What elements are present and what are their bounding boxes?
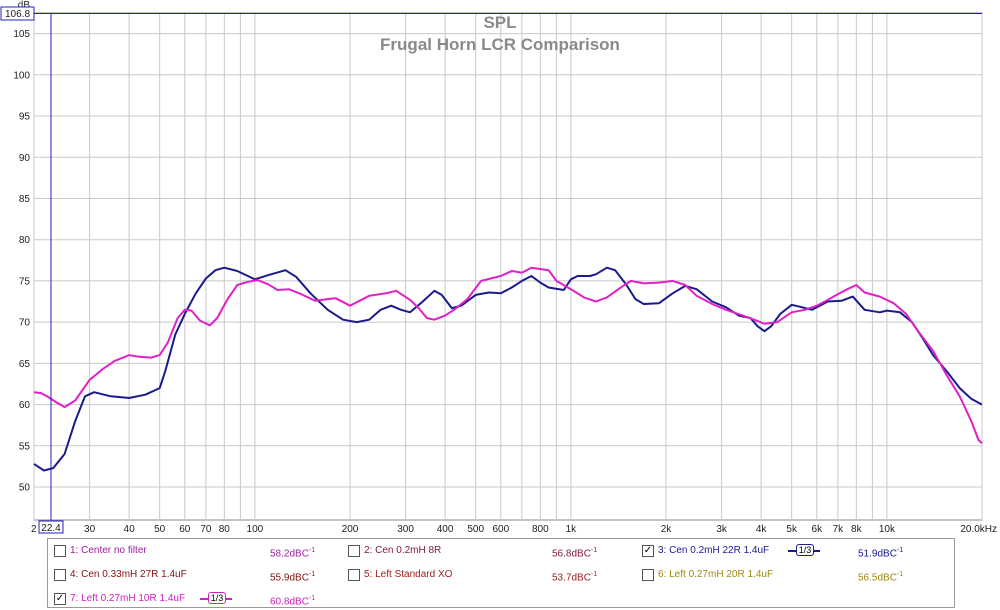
series-lines bbox=[33, 266, 983, 472]
legend-label-6: 6: Left 0.27mH 20R 1.4uF bbox=[658, 569, 774, 580]
y-tick-label: 65 bbox=[19, 359, 31, 370]
x-tick-label: 300 bbox=[397, 524, 414, 535]
x-tick-label: 4k bbox=[756, 524, 768, 535]
x-tick-label: 2 bbox=[31, 524, 37, 535]
spl-chart: 50 55 60 65 70 75 80 85 90 95 100 105 2 30 40 50 60 70 80… bbox=[0, 0, 997, 535]
legend-item-2[interactable]: 2: Cen 0.2mH 8R 56.8dBC-1 bbox=[348, 543, 638, 559]
legend-value-2: 56.8dBC-1 bbox=[552, 547, 598, 560]
x-tick-label: 20.0kHz bbox=[960, 524, 997, 535]
legend-checkbox-2[interactable] bbox=[348, 545, 360, 557]
legend-label-3: 3: Cen 0.2mH 22R 1.4uF bbox=[658, 545, 770, 556]
x-tick-label: 5k bbox=[786, 524, 798, 535]
grid bbox=[33, 13, 983, 520]
legend-item-3[interactable]: ✓ 3: Cen 0.2mH 22R 1.4uF 1/3 51.9dBC-1 bbox=[642, 543, 932, 559]
cursor[interactable]: 106.8 22.4 bbox=[0, 6, 982, 534]
y-tick-label: 100 bbox=[13, 70, 30, 81]
legend-checkbox-4[interactable] bbox=[54, 569, 66, 581]
legend-label-7: 7: Left 0.27mH 10R 1.4uF bbox=[70, 593, 186, 604]
legend-value-1: 58.2dBC-1 bbox=[270, 547, 316, 560]
y-axis-label: dB bbox=[18, 0, 31, 11]
x-tick-label: 800 bbox=[532, 524, 549, 535]
x-tick-label: 80 bbox=[219, 524, 231, 535]
y-tick-label: 75 bbox=[19, 276, 31, 287]
x-tick-label: 70 bbox=[200, 524, 212, 535]
legend-checkbox-5[interactable] bbox=[348, 569, 360, 581]
x-tick-label: 100 bbox=[247, 524, 264, 535]
legend-label-5: 5: Left Standard XO bbox=[364, 569, 453, 580]
legend-label-4: 4: Cen 0.33mH 27R 1.4uF bbox=[70, 569, 187, 580]
legend-checkbox-3[interactable]: ✓ bbox=[642, 545, 654, 557]
x-tick-label: 3k bbox=[716, 524, 728, 535]
x-tick-label: 6k bbox=[812, 524, 824, 535]
x-tick-labels: 2 30 40 50 60 70 80 100 200 300 400 500 600 800 1k 2k 3k… bbox=[31, 524, 997, 535]
legend-checkbox-7[interactable]: ✓ bbox=[54, 593, 66, 605]
legend-item-5[interactable]: 5: Left Standard XO 53.7dBC-1 bbox=[348, 567, 638, 583]
cursor-x-readout: 22.4 bbox=[41, 523, 61, 534]
legend-label-2: 2: Cen 0.2mH 8R bbox=[364, 545, 442, 556]
series-line-2 bbox=[33, 266, 983, 445]
y-tick-label: 55 bbox=[19, 441, 31, 452]
x-tick-label: 50 bbox=[154, 524, 166, 535]
legend-value-6: 56.5dBC-1 bbox=[858, 571, 904, 584]
x-tick-label: 400 bbox=[437, 524, 454, 535]
y-tick-label: 50 bbox=[19, 483, 31, 494]
x-tick-label: 10k bbox=[879, 524, 896, 535]
cursor-x-readout-box bbox=[38, 520, 64, 534]
x-tick-label: 8k bbox=[851, 524, 863, 535]
legend-value-4: 55.9dBC-1 bbox=[270, 571, 316, 584]
series-line-1 bbox=[33, 266, 983, 472]
legend-item-1[interactable]: 1: Center no filter 58.2dBC-1 bbox=[54, 543, 344, 559]
smoothing-indicator-7[interactable]: 1/3 bbox=[200, 592, 232, 604]
y-tick-label: 80 bbox=[19, 235, 31, 246]
y-tick-label: 95 bbox=[19, 112, 31, 123]
legend-value-5: 53.7dBC-1 bbox=[552, 571, 598, 584]
y-tick-label: 90 bbox=[19, 153, 31, 164]
cursor-y-readout-box bbox=[0, 6, 35, 21]
cursor-y-readout: 106.8 bbox=[5, 9, 30, 20]
legend-label-1: 1: Center no filter bbox=[70, 545, 147, 556]
legend-checkbox-1[interactable] bbox=[54, 545, 66, 557]
y-tick-label: 60 bbox=[19, 400, 31, 411]
x-tick-label: 30 bbox=[84, 524, 96, 535]
legend-item-6[interactable]: 6: Left 0.27mH 20R 1.4uF 56.5dBC-1 bbox=[642, 567, 932, 583]
y-tick-label: 105 bbox=[13, 29, 30, 40]
legend-value-3: 51.9dBC-1 bbox=[858, 547, 904, 560]
legend: 1: Center no filter 58.2dBC-1 2: Cen 0.2mH… bbox=[47, 538, 955, 608]
plot-area bbox=[33, 12, 983, 521]
legend-item-7[interactable]: ✓ 7: Left 0.27mH 10R 1.4uF 1/3 60.8dBC-1 bbox=[54, 591, 344, 607]
smoothing-indicator-3[interactable]: 1/3 bbox=[788, 544, 820, 556]
x-tick-label: 1k bbox=[566, 524, 578, 535]
legend-value-7: 60.8dBC-1 bbox=[270, 595, 316, 608]
x-tick-label: 600 bbox=[492, 524, 509, 535]
x-tick-label: 40 bbox=[124, 524, 136, 535]
x-tick-label: 500 bbox=[467, 524, 484, 535]
chart-subtitle: Frugal Horn LCR Comparison bbox=[380, 35, 620, 54]
y-tick-label: 85 bbox=[19, 194, 31, 205]
legend-item-4[interactable]: 4: Cen 0.33mH 27R 1.4uF 55.9dBC-1 bbox=[54, 567, 344, 583]
x-tick-label: 7k bbox=[833, 524, 845, 535]
x-tick-label: 60 bbox=[179, 524, 191, 535]
x-tick-label: 200 bbox=[342, 524, 359, 535]
y-tick-labels: 50 55 60 65 70 75 80 85 90 95 100 105 bbox=[13, 29, 30, 493]
x-tick-label: 2k bbox=[661, 524, 673, 535]
chart-title: SPL bbox=[483, 13, 516, 32]
legend-checkbox-6[interactable] bbox=[642, 569, 654, 581]
y-tick-label: 70 bbox=[19, 318, 31, 329]
